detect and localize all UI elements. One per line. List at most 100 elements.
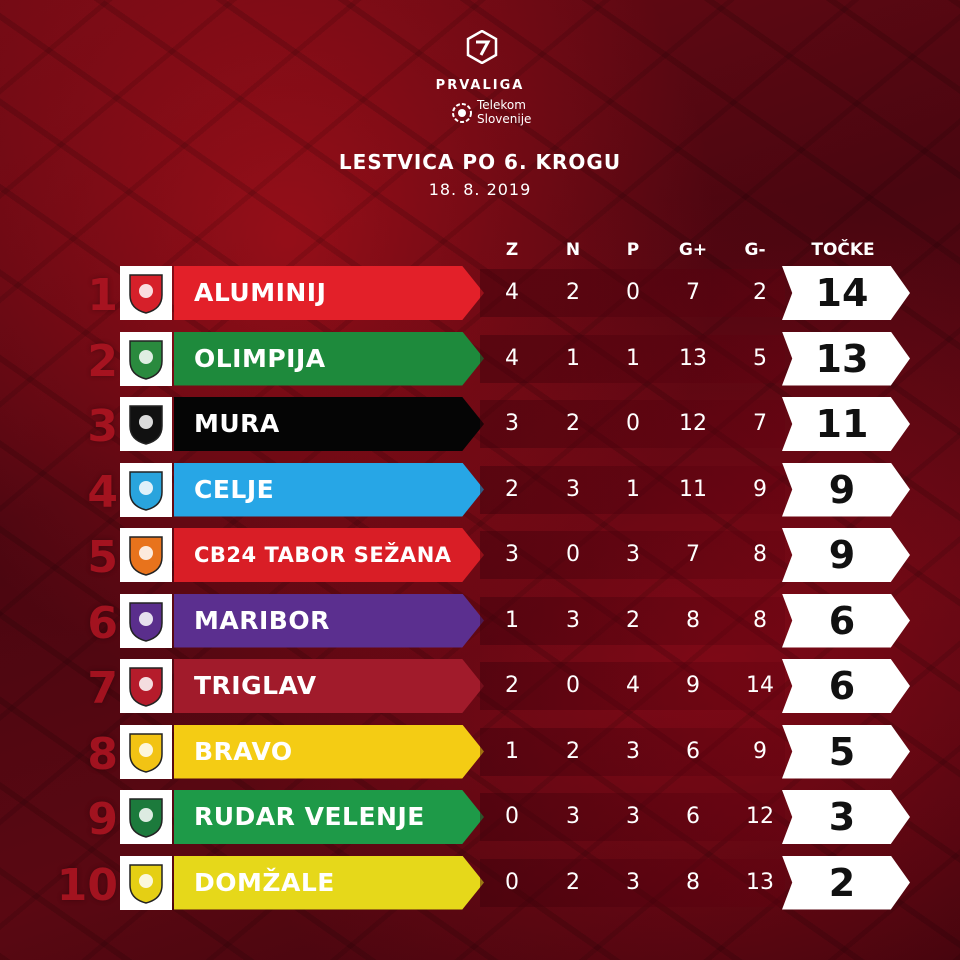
stat-n: 0	[566, 542, 580, 567]
rank-number: 9	[87, 794, 118, 845]
stat-z: 0	[505, 804, 519, 829]
points-badge: 9	[782, 528, 910, 582]
stat-gf: 11	[679, 476, 707, 502]
points-badge: 6	[782, 659, 910, 713]
rank-number: 3	[87, 401, 118, 452]
stat-z: 4	[505, 280, 519, 305]
stats-band	[480, 531, 785, 579]
shield-icon	[129, 536, 163, 576]
points-badge: 9	[782, 462, 910, 517]
stat-n: 2	[566, 869, 580, 895]
stats-band	[480, 727, 785, 776]
stat-ga: 5	[753, 345, 767, 371]
table-row: 7 TRIGLAV 2 0 4 9 14 6	[0, 659, 960, 715]
table-row: 9 RUDAR VELENJE 0 3 3 6 12 3	[0, 790, 960, 846]
stat-p: 3	[626, 869, 640, 895]
stat-ga: 14	[746, 673, 774, 698]
stat-n: 1	[566, 345, 580, 371]
shield-icon	[129, 863, 163, 904]
team-name: DOMŽALE	[194, 867, 335, 897]
points-badge: 11	[782, 397, 910, 451]
points-value: 6	[828, 598, 856, 643]
shield-icon	[129, 798, 163, 838]
stat-z: 2	[505, 673, 519, 698]
stat-ga: 2	[753, 280, 767, 305]
stat-gf: 9	[686, 673, 700, 698]
shield-icon	[129, 274, 163, 314]
stat-ga: 9	[753, 476, 767, 502]
team-bar	[174, 397, 484, 451]
stats-band	[480, 662, 785, 710]
stat-ga: 12	[746, 804, 774, 829]
stat-z: 1	[505, 607, 519, 633]
stat-gf: 8	[686, 607, 700, 633]
stat-gf: 7	[686, 542, 700, 567]
stat-n: 3	[566, 804, 580, 829]
team-bar	[174, 855, 484, 910]
stat-p: 2	[626, 607, 640, 633]
stat-p: 1	[626, 476, 640, 502]
team-name: RUDAR VELENJE	[194, 802, 425, 831]
club-crest-icon	[120, 528, 172, 582]
league-name: PRVALIGA	[435, 78, 525, 93]
team-name: MARIBOR	[194, 605, 330, 635]
team-name: TRIGLAV	[194, 671, 317, 700]
rank-number: 1	[87, 270, 118, 321]
stat-z: 3	[505, 542, 519, 567]
table-row: 8 BRAVO 1 2 3 6 9 5	[0, 724, 960, 781]
stat-n: 2	[566, 280, 580, 305]
team-name: CB24 TABOR SEŽANA	[194, 543, 452, 567]
points-value: 9	[828, 467, 856, 512]
stat-z: 2	[505, 476, 519, 502]
stat-n: 2	[566, 738, 580, 764]
stats-band	[480, 465, 785, 514]
team-bar	[174, 266, 484, 320]
stat-gf: 6	[686, 738, 700, 764]
column-header-3: G+	[678, 240, 708, 260]
stat-ga: 8	[753, 607, 767, 633]
table-row: 2 OLIMPIJA 4 1 1 13 5 13	[0, 331, 960, 388]
team-bar	[174, 724, 484, 779]
club-crest-icon	[120, 266, 172, 320]
stat-n: 0	[566, 673, 580, 698]
stat-p: 1	[626, 345, 640, 371]
shield-icon	[129, 470, 163, 511]
rank-number: 8	[87, 728, 118, 780]
column-header-5: TOČKE	[811, 240, 875, 260]
column-header-2: P	[626, 240, 640, 260]
rank-number: 10	[56, 859, 118, 911]
club-crest-icon	[120, 397, 172, 451]
stat-n: 3	[566, 607, 580, 633]
points-value: 2	[828, 860, 856, 905]
stat-z: 1	[505, 738, 519, 764]
stats-band	[480, 400, 785, 448]
points-badge: 2	[782, 855, 910, 910]
team-name: CELJE	[194, 474, 275, 504]
shield-icon	[129, 732, 163, 773]
stat-ga: 8	[753, 542, 767, 567]
club-crest-icon	[120, 790, 172, 844]
points-badge: 13	[782, 331, 910, 386]
table-row: 10 DOMŽALE 0 2 3 8 13 2	[0, 855, 960, 912]
stats-band	[480, 269, 785, 317]
team-name: MURA	[194, 409, 280, 438]
stats-band	[480, 858, 785, 907]
club-crest-icon	[120, 659, 172, 713]
club-crest-icon	[120, 462, 172, 517]
stat-p: 0	[626, 411, 640, 436]
points-value: 5	[828, 729, 856, 774]
team-name: ALUMINIJ	[194, 278, 327, 307]
page-title: LESTVICA PO 6. KROGU	[338, 150, 622, 174]
rank-number: 4	[87, 466, 118, 518]
stat-n: 3	[566, 476, 580, 502]
stat-p: 0	[626, 280, 640, 305]
team-name: BRAVO	[194, 736, 293, 766]
points-badge: 6	[782, 593, 910, 648]
team-bar	[174, 462, 484, 517]
club-crest-icon	[120, 855, 172, 910]
sponsor: Telekom Slovenije	[445, 98, 565, 128]
page-date: 18. 8. 2019	[428, 180, 532, 199]
telekom-logo-icon	[452, 103, 472, 123]
team-bar	[174, 659, 484, 713]
club-crest-icon	[120, 331, 172, 386]
